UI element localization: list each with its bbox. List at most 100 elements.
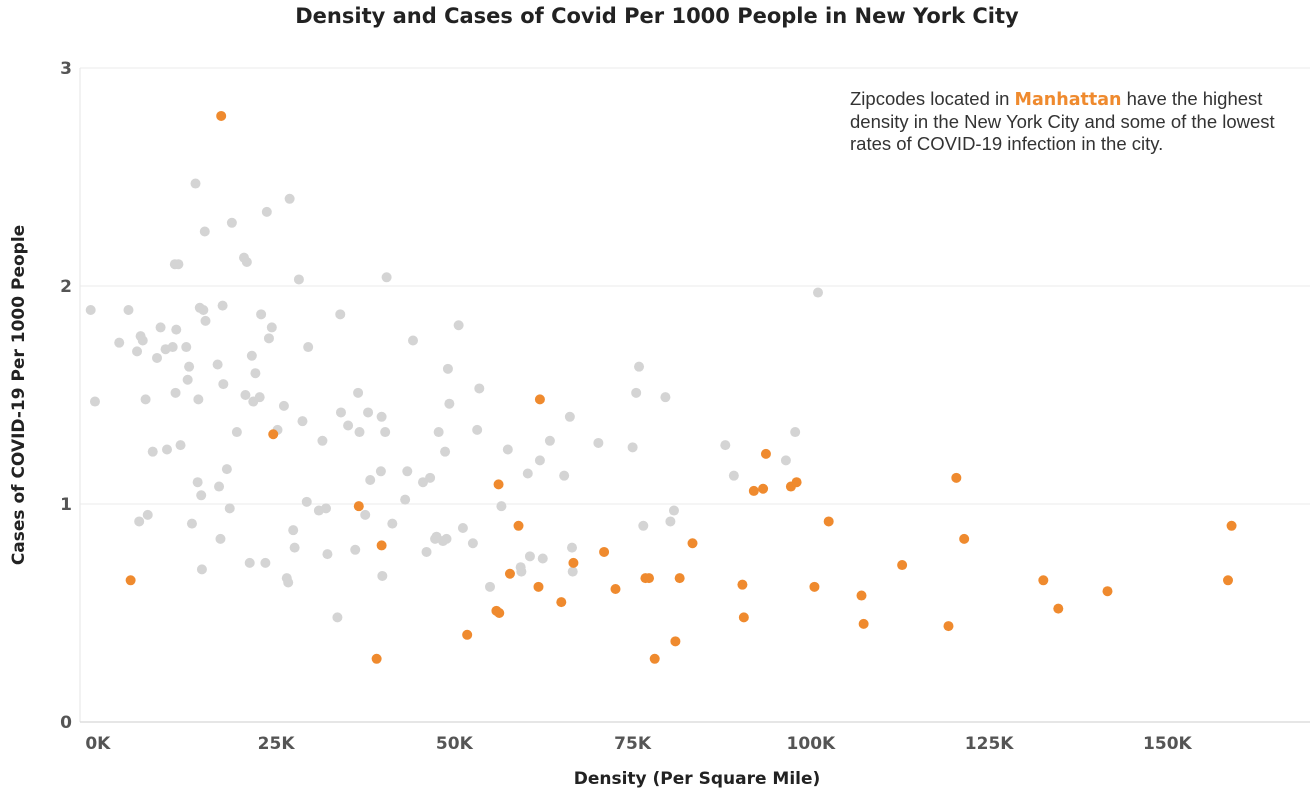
data-point-other (377, 570, 388, 581)
data-point-other (224, 503, 235, 514)
data-point-other (147, 446, 158, 457)
data-point-other (303, 342, 314, 353)
data-point-manhattan (943, 621, 954, 632)
y-tick-label: 3 (60, 59, 72, 79)
data-point-other (278, 400, 289, 411)
data-point-other (155, 322, 166, 333)
data-point-other (261, 206, 272, 217)
data-point-other (192, 477, 203, 488)
data-point-manhattan (371, 653, 382, 664)
data-point-manhattan (513, 520, 524, 531)
data-point-other (226, 217, 237, 228)
data-point-other (288, 525, 299, 536)
data-point-other (244, 557, 255, 568)
data-point-other (332, 612, 343, 623)
data-point-other (567, 542, 577, 553)
data-point-other (421, 546, 432, 557)
data-point-other (221, 464, 232, 475)
data-point-other (170, 387, 181, 398)
data-point-other (444, 398, 455, 409)
data-point-other (196, 490, 207, 501)
data-point-manhattan (649, 653, 660, 664)
data-point-other (284, 193, 295, 204)
data-point-other (472, 424, 483, 435)
axes (79, 68, 1310, 723)
data-point-manhattan (1226, 520, 1237, 531)
data-point-other (196, 564, 207, 575)
data-point-manhattan (897, 560, 908, 571)
annotation-text-before: Zipcodes located in (850, 88, 1015, 109)
data-point-other (544, 435, 555, 446)
data-point-manhattan (737, 579, 748, 590)
data-point-other (137, 335, 148, 346)
data-point-other (175, 440, 186, 451)
data-point-manhattan (556, 597, 567, 608)
data-point-manhattan (504, 568, 515, 579)
data-points (85, 110, 1237, 664)
data-point-other (407, 335, 418, 346)
x-axis-label: Density (Per Square Mile) (574, 769, 821, 789)
data-point-other (173, 259, 184, 270)
data-point-other (123, 304, 134, 315)
data-point-other (335, 407, 346, 418)
data-point-other (665, 516, 676, 527)
data-point-manhattan (823, 516, 834, 527)
data-point-other (354, 427, 365, 438)
data-point-other (433, 427, 444, 438)
data-point-other (537, 553, 548, 564)
data-point-manhattan (268, 429, 279, 440)
data-point-manhattan (738, 612, 749, 623)
data-point-other (442, 363, 453, 374)
data-point-other (631, 387, 642, 398)
data-point-other (218, 379, 229, 390)
data-point-other (365, 475, 376, 486)
data-point-other (297, 416, 308, 427)
data-point-other (350, 544, 361, 555)
y-tick-label: 0 (60, 713, 72, 733)
data-point-other (343, 420, 354, 431)
data-point-other (360, 509, 371, 520)
data-point-other (132, 346, 143, 357)
data-point-other (152, 352, 163, 363)
data-point-other (200, 315, 211, 326)
x-tick-label: 150K (1143, 734, 1192, 754)
x-tick-label: 50K (436, 734, 474, 754)
data-point-other (171, 324, 182, 335)
data-point-manhattan (758, 483, 769, 494)
data-point-other (400, 494, 411, 505)
data-point-manhattan (599, 546, 610, 557)
data-point-other (457, 522, 468, 533)
data-point-other (198, 304, 209, 315)
data-point-other (467, 538, 478, 549)
data-point-other (263, 333, 274, 344)
data-point-other (440, 446, 451, 457)
data-point-other (638, 520, 649, 531)
data-point-manhattan (494, 608, 505, 618)
y-tick-label: 2 (60, 277, 72, 297)
data-point-other (214, 481, 225, 492)
data-point-manhattan (760, 448, 771, 459)
data-point-other (634, 361, 645, 372)
data-point-manhattan (376, 540, 387, 551)
data-point-other (140, 394, 151, 405)
data-point-other (142, 509, 153, 520)
data-point-other (190, 178, 201, 189)
data-point-other (85, 304, 96, 315)
data-point-manhattan (809, 581, 820, 592)
data-point-manhattan (533, 581, 544, 592)
x-tick-label: 25K (258, 734, 296, 754)
gridlines (80, 67, 1310, 505)
data-point-other (317, 435, 328, 446)
data-point-other (241, 257, 252, 268)
data-point-manhattan (493, 479, 504, 490)
data-point-other (728, 470, 739, 481)
data-point-other (215, 533, 226, 544)
chart-title: Density and Cases of Covid Per 1000 Peop… (295, 4, 1019, 28)
data-point-manhattan (216, 110, 227, 121)
data-point-other (134, 516, 145, 527)
data-point-other (516, 566, 527, 577)
data-point-other (402, 466, 413, 477)
data-point-other (522, 468, 533, 479)
data-point-other (593, 437, 604, 448)
data-point-manhattan (687, 538, 698, 549)
